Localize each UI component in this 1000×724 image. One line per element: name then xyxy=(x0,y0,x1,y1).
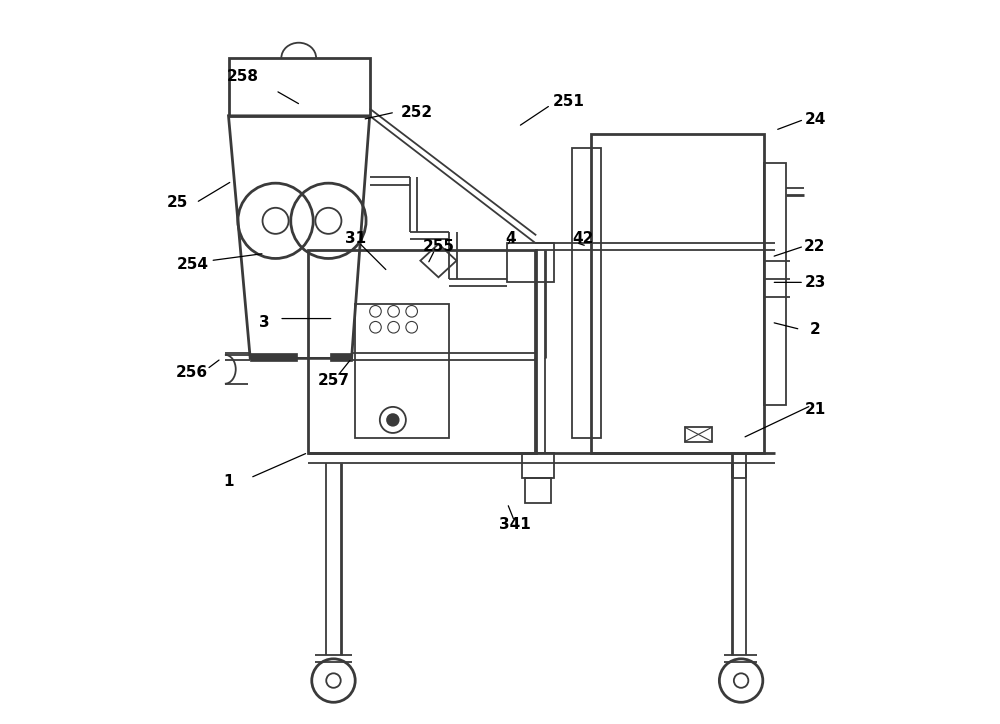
Text: 252: 252 xyxy=(401,105,433,119)
Text: 4: 4 xyxy=(506,232,516,246)
Bar xyxy=(330,353,352,361)
Bar xyxy=(685,427,712,442)
Text: 251: 251 xyxy=(553,94,585,109)
Text: 1: 1 xyxy=(223,474,234,489)
Text: 2: 2 xyxy=(810,322,820,337)
Bar xyxy=(525,478,551,503)
Text: 255: 255 xyxy=(422,239,454,253)
Bar xyxy=(250,353,297,361)
Bar xyxy=(764,163,786,405)
Text: 341: 341 xyxy=(499,518,530,532)
Bar xyxy=(355,304,449,438)
Bar xyxy=(572,148,601,438)
Text: 24: 24 xyxy=(804,112,826,127)
Circle shape xyxy=(387,414,399,426)
Bar xyxy=(308,250,536,452)
Text: 22: 22 xyxy=(804,239,826,253)
Text: 42: 42 xyxy=(573,232,594,246)
Bar xyxy=(228,58,370,116)
Text: 31: 31 xyxy=(345,232,366,246)
Bar xyxy=(507,243,554,282)
Text: 21: 21 xyxy=(804,402,826,416)
Text: 258: 258 xyxy=(227,69,259,83)
Text: 3: 3 xyxy=(259,315,270,329)
Text: 256: 256 xyxy=(176,366,208,380)
Text: 254: 254 xyxy=(176,257,208,272)
Text: 257: 257 xyxy=(317,373,349,387)
Text: 23: 23 xyxy=(804,275,826,290)
Text: 25: 25 xyxy=(167,195,189,210)
Bar xyxy=(522,452,554,478)
Bar xyxy=(590,134,764,452)
